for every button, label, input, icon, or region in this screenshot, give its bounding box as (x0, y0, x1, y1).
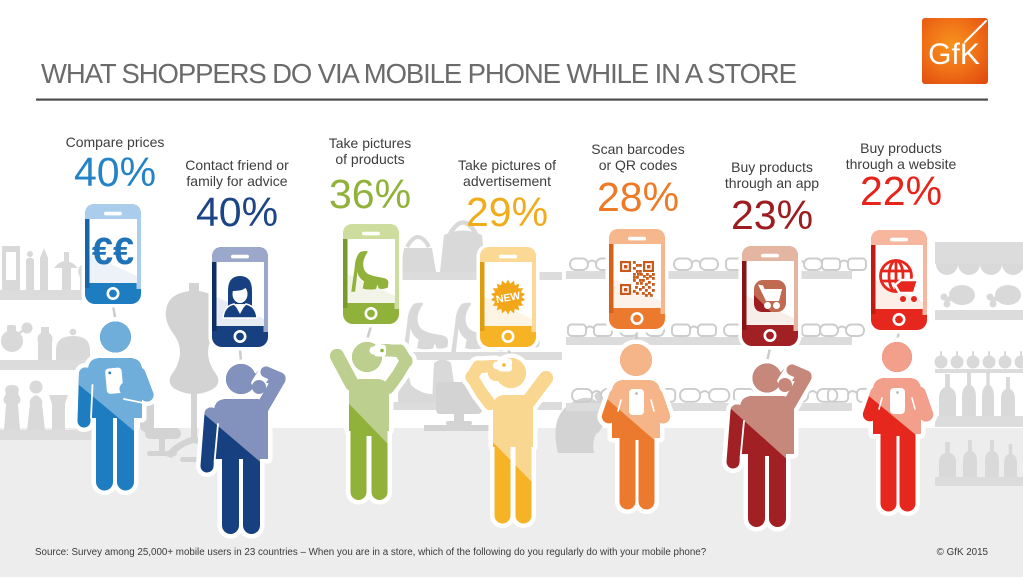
svg-text:© GfK 2015: © GfK 2015 (937, 547, 989, 558)
svg-text:Take pictures of: Take pictures of (458, 157, 556, 173)
svg-text:36%: 36% (329, 171, 411, 217)
svg-text:Take pictures: Take pictures (329, 135, 411, 151)
svg-text:GfK: GfK (928, 38, 980, 71)
svg-text:of products: of products (335, 151, 404, 167)
svg-text:28%: 28% (597, 174, 679, 220)
svg-text:40%: 40% (74, 149, 156, 195)
svg-text:Compare prices: Compare prices (66, 134, 165, 150)
svg-text:Scan barcodes: Scan barcodes (591, 141, 684, 157)
svg-text:Source: Survey among 25,000+ m: Source: Survey among 25,000+ mobile user… (35, 547, 707, 558)
svg-text:WHAT SHOPPERS DO VIA MOBILE PH: WHAT SHOPPERS DO VIA MOBILE PHONE WHILE … (41, 58, 797, 89)
svg-text:40%: 40% (196, 189, 278, 235)
svg-text:family for advice: family for advice (186, 173, 287, 189)
svg-text:€€: €€ (92, 231, 134, 273)
svg-text:or QR codes: or QR codes (599, 157, 678, 173)
svg-text:advertisement: advertisement (463, 173, 551, 189)
svg-text:Buy products: Buy products (860, 140, 942, 156)
svg-text:29%: 29% (466, 189, 548, 235)
svg-text:through an app: through an app (725, 175, 819, 191)
svg-text:23%: 23% (731, 192, 813, 238)
svg-text:22%: 22% (860, 168, 942, 214)
svg-text:Contact friend or: Contact friend or (185, 157, 289, 173)
svg-text:Buy products: Buy products (731, 159, 813, 175)
